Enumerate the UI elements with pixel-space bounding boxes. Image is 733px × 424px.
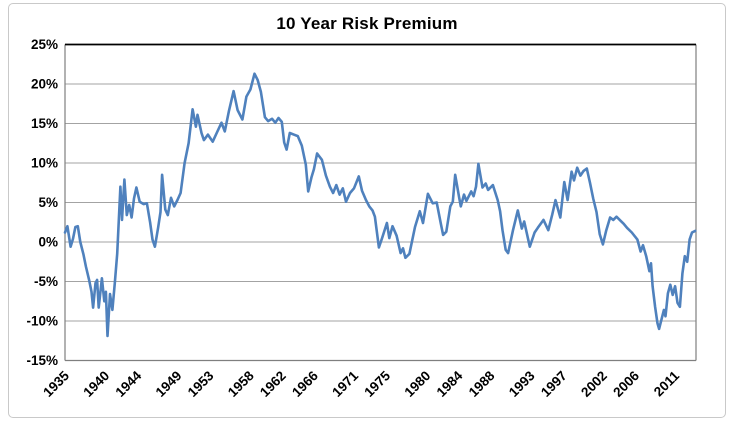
x-axis-tick-label: 1966	[289, 368, 321, 400]
y-axis-tick-label: -10%	[26, 314, 58, 329]
x-axis-tick-label: 1993	[506, 368, 538, 400]
y-axis-tick-label: -15%	[26, 353, 58, 368]
risk-premium-line-series	[63, 72, 697, 338]
y-axis-tick-label: -5%	[34, 274, 58, 289]
x-axis-tick-label: 1940	[80, 368, 112, 400]
x-axis-tick-label: 1980	[402, 368, 434, 400]
y-axis-tick-label: 25%	[31, 37, 58, 52]
x-axis-tick-label: 1997	[538, 368, 570, 400]
y-axis-tick-label: 20%	[31, 77, 58, 92]
chart-title: 10 Year Risk Premium	[276, 14, 458, 33]
x-axis-tick-label: 1935	[40, 368, 72, 400]
x-axis-tick-label: 1958	[225, 368, 257, 400]
x-axis-tick-label: 1971	[329, 368, 361, 400]
y-axis-tick-label: 5%	[38, 195, 58, 210]
x-axis-tick-label: 1962	[257, 368, 289, 400]
x-axis-tick-label: 1944	[113, 368, 145, 400]
x-axis-tick-label: 1953	[185, 368, 217, 400]
x-axis-tick-label: 2011	[651, 368, 683, 400]
x-axis-tick-label: 1949	[153, 368, 185, 400]
x-axis-tick-label: 1984	[434, 368, 466, 400]
x-axis-tick-label: 1975	[361, 368, 393, 400]
x-axis-tick-label: 2006	[610, 368, 642, 400]
y-axis-tick-label: 15%	[31, 116, 58, 131]
y-axis-tick-label: 0%	[38, 235, 58, 250]
x-axis-tick-label: 2002	[578, 368, 610, 400]
x-axis-tick-label: 1988	[466, 368, 498, 400]
y-axis-tick-label: 10%	[31, 156, 58, 171]
